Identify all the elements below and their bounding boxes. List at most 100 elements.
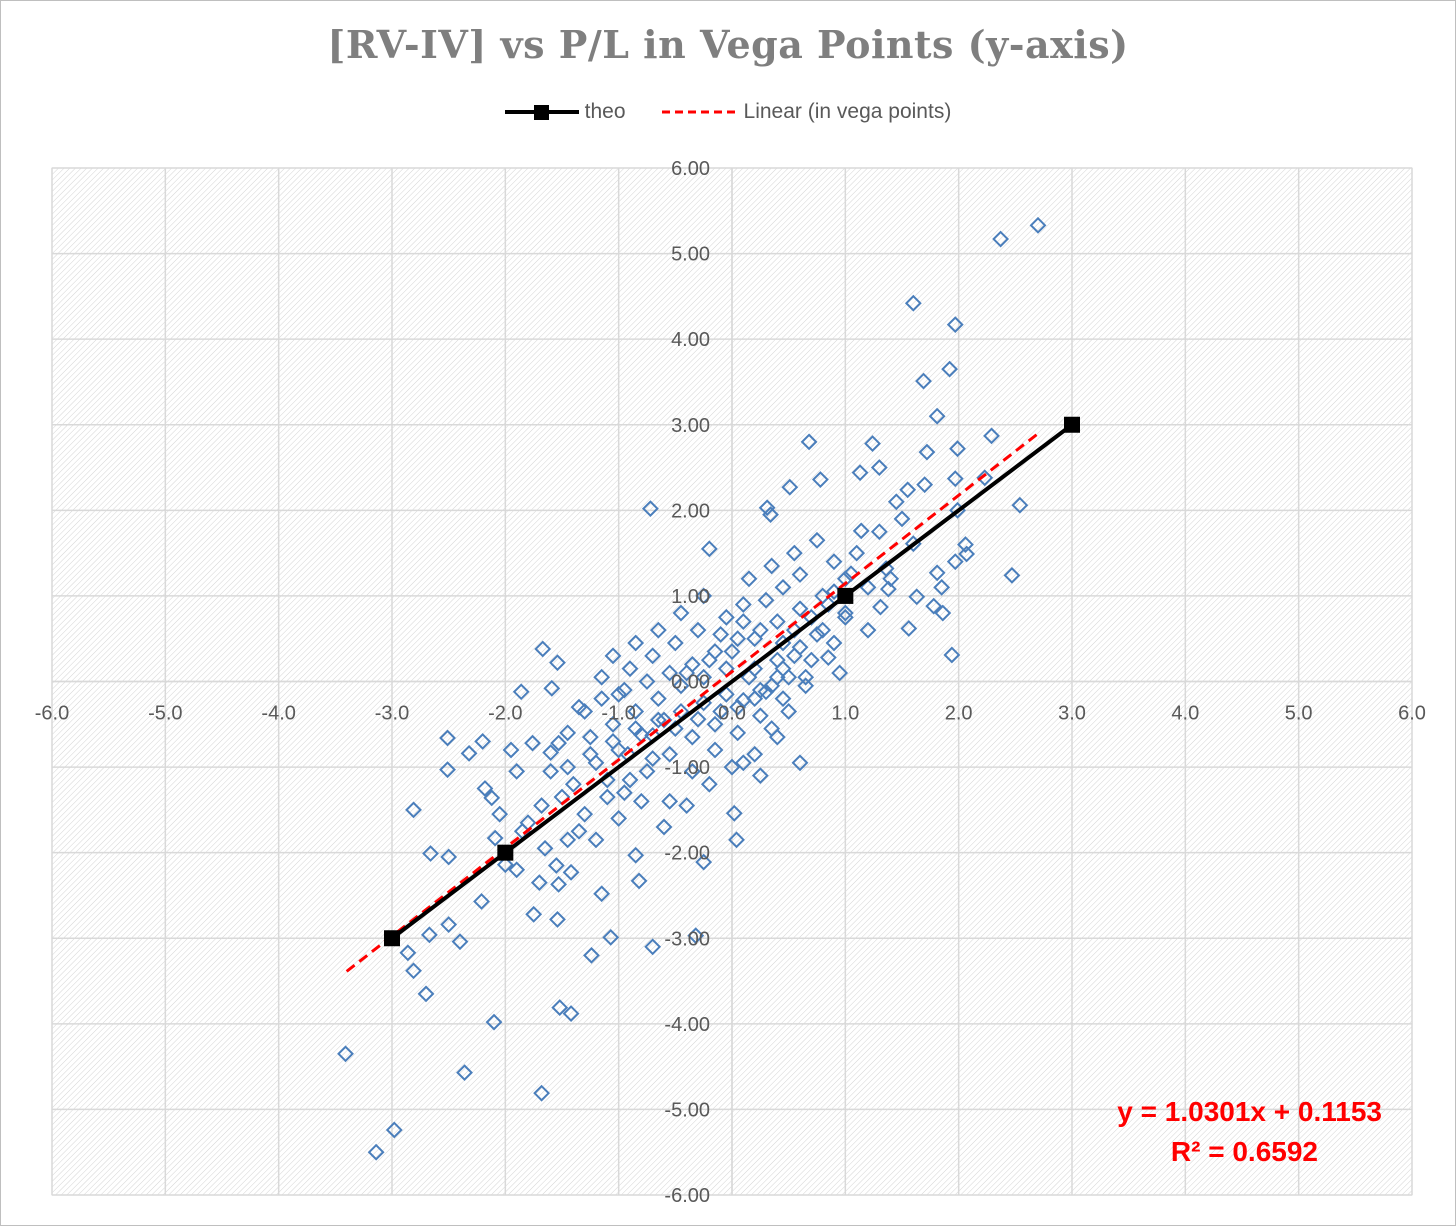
y-tick-label: 6.00 <box>671 158 710 180</box>
scatter-point <box>859 621 877 639</box>
scatter-point <box>774 578 792 596</box>
scatter-point <box>957 536 974 553</box>
scatter-point <box>621 771 639 789</box>
scatter-point <box>729 630 747 648</box>
scatter-point <box>887 493 905 511</box>
scatter-point <box>683 762 701 780</box>
scatter-point <box>570 698 588 716</box>
scatter-point <box>508 861 526 879</box>
scatter-point <box>602 928 620 946</box>
scatter-point <box>689 710 707 728</box>
scatter-point <box>491 805 509 823</box>
scatter-point <box>496 856 514 874</box>
scatter-point <box>712 703 730 720</box>
scatter-point <box>899 481 917 499</box>
scatter-point <box>593 668 611 686</box>
scatter-point <box>904 294 922 312</box>
scatter-point <box>836 604 854 622</box>
scatter-point <box>615 784 633 802</box>
scatter-point <box>534 640 552 658</box>
scatter-point <box>649 711 667 729</box>
scatter-point <box>925 597 943 615</box>
scatter-point <box>655 818 673 836</box>
scatter-point <box>774 690 792 708</box>
scatter-point <box>851 464 869 482</box>
scatter-point <box>763 557 781 575</box>
scatter-point <box>486 829 504 847</box>
scatter-point <box>928 407 946 425</box>
scatter-point <box>836 608 854 626</box>
scatter-point <box>751 707 769 725</box>
scatter-point <box>791 566 809 583</box>
scatter-point <box>933 578 951 596</box>
scatter-point <box>551 999 569 1016</box>
scatter-point <box>734 613 752 631</box>
scatter-point <box>976 469 994 487</box>
scatter-point <box>593 885 611 903</box>
scatter-point <box>934 604 952 622</box>
theo-line <box>390 423 1074 940</box>
scatter-point <box>729 724 747 742</box>
scatter-point <box>728 831 745 849</box>
scatter-point <box>678 797 696 815</box>
scatter-point <box>958 545 976 563</box>
scatter-point <box>808 531 826 549</box>
y-tick-label: -2.00 <box>664 843 710 865</box>
scatter-point <box>740 570 758 588</box>
scatter-point <box>746 745 764 763</box>
scatter-point <box>768 613 786 631</box>
y-axis-ticks: 6.00 5.00 4.00 3.00 2.00 1.00 0.00 -1.00 -2.00 -3… <box>664 158 710 1207</box>
scatter-point <box>476 780 494 797</box>
scatter-point <box>672 604 690 622</box>
y-tick-label: 3.00 <box>671 415 710 437</box>
scatter-point <box>627 703 645 720</box>
scatter-point <box>734 754 752 772</box>
theo-marker <box>497 844 514 861</box>
scatter-point <box>819 596 837 613</box>
scatter-point <box>562 863 580 881</box>
scatter-point <box>1029 216 1047 234</box>
y-tick-label: -1.00 <box>664 757 710 779</box>
scatter-point <box>542 762 560 780</box>
scatter-point <box>512 683 530 701</box>
scatter-point <box>439 729 456 747</box>
scatter-point <box>550 875 568 893</box>
scatter-point <box>774 660 792 678</box>
legend-theo-label: theo <box>584 100 626 123</box>
scatter-point <box>587 831 605 849</box>
y-tick-label: 4.00 <box>671 329 710 351</box>
scatter-point <box>941 360 959 378</box>
scatter-point <box>610 810 628 827</box>
scatter-point <box>717 608 735 626</box>
y-tick-label: 2.00 <box>671 500 710 522</box>
scatter-point <box>666 634 684 652</box>
scatter-point <box>536 839 554 857</box>
legend-linear-label: Linear (in vega points) <box>743 100 952 123</box>
scatter-point <box>700 775 718 793</box>
scatter-point <box>649 690 667 708</box>
scatter-point <box>780 703 798 720</box>
scatter-point <box>649 621 667 639</box>
scatter-point <box>882 570 900 588</box>
scatter-point <box>900 620 918 637</box>
scatter-point <box>485 1013 503 1031</box>
x-tick-label: 2.0 <box>945 703 973 725</box>
scatter-point <box>583 946 600 964</box>
scatter-point <box>473 893 490 910</box>
scatter-point <box>751 681 769 699</box>
scatter-point <box>533 1084 551 1102</box>
scatter-point <box>440 916 458 933</box>
scatter-point <box>661 792 679 810</box>
scatter-point <box>385 1121 403 1139</box>
scatter-point <box>641 500 659 518</box>
scatter-point <box>1011 496 1029 514</box>
scatter-point <box>946 553 964 571</box>
scatter-point <box>791 754 809 772</box>
x-tick-label: 4.0 <box>1171 703 1199 725</box>
scatter-point <box>695 668 713 686</box>
scatter-point <box>695 587 713 605</box>
scatter-point <box>797 677 815 695</box>
scatter-point <box>524 734 541 752</box>
scatter-point <box>420 926 438 944</box>
theo-series <box>384 416 1080 947</box>
